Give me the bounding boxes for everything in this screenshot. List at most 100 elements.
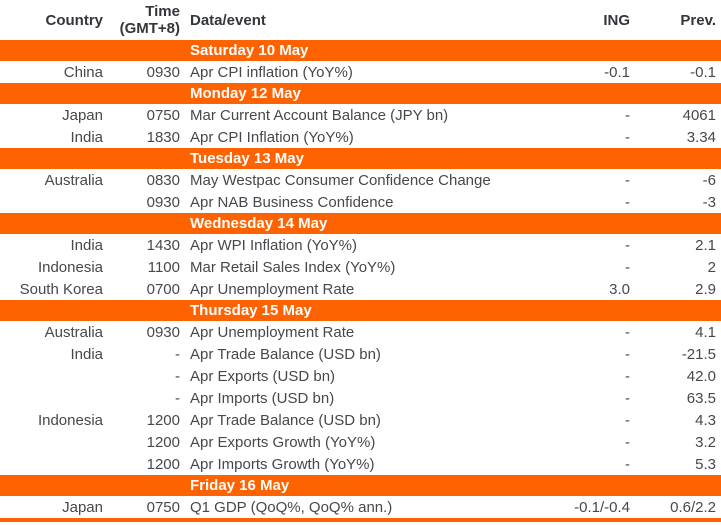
country-cell: Indonesia [37,411,103,429]
previous-value-cell: 4.1 [695,323,716,341]
time-cell: - [175,345,180,363]
day-band-label: Saturday 10 May [190,42,309,59]
country-cell: India [70,236,103,254]
previous-value-cell: -0.1 [690,63,716,81]
table-bottom-border [0,518,721,522]
ing-forecast-cell: - [625,128,630,146]
previous-value-cell: 2 [707,258,716,276]
ing-forecast-cell: - [625,171,630,189]
day-separator-band: Wednesday 14 May [0,213,721,234]
time-cell: 1200 [146,411,180,429]
event-cell: Apr Imports Growth (YoY%) [190,455,375,473]
previous-value-cell: 3.34 [686,128,716,146]
event-cell: Mar Retail Sales Index (YoY%) [190,258,396,276]
time-cell: 1200 [146,433,180,451]
previous-value-cell: 0.6/2.2 [670,498,716,516]
event-cell: Apr Unemployment Rate [190,323,355,341]
previous-value-cell: -21.5 [681,345,716,363]
time-cell: 0830 [146,171,180,189]
ing-forecast-cell: - [625,433,630,451]
ing-forecast-cell: - [625,236,630,254]
table-row: 0930 Apr NAB Business Confidence - -3 [0,191,721,213]
table-row: India - Apr Trade Balance (USD bn) - -21.5 [0,343,721,365]
previous-value-cell: 2.1 [695,236,716,254]
previous-value-cell: 63.5 [686,389,716,407]
country-cell: Indonesia [37,258,103,276]
event-cell: Mar Current Account Balance (JPY bn) [190,106,449,124]
country-cell: Australia [44,323,103,341]
time-cell: 1430 [146,236,180,254]
ing-forecast-cell: - [625,193,630,211]
ing-forecast-cell: - [625,323,630,341]
ing-forecast-cell: - [625,411,630,429]
day-band-label: Friday 16 May [190,477,290,494]
event-cell: Apr Imports (USD bn) [190,389,335,407]
ing-forecast-cell: - [625,345,630,363]
column-header-country: Country [45,11,104,29]
table-row: China 0930 Apr CPI inflation (YoY%) -0.1 -0.… [0,61,721,83]
day-separator-band: Monday 12 May [0,83,721,104]
table-row: Japan 0750 Mar Current Account Balance (JP… [0,104,721,126]
column-header-time: Time (GMT+8) [103,3,180,38]
event-cell: Q1 GDP (QoQ%, QoQ% ann.) [190,498,393,516]
column-header-ing: ING [603,11,630,29]
table-header-row: Country Time (GMT+8) Data/event ING Prev… [0,0,721,40]
table-row: 1200 Apr Imports Growth (YoY%) - 5.3 [0,453,721,475]
time-cell: 0930 [146,323,180,341]
event-cell: Apr Trade Balance (USD bn) [190,345,381,363]
time-cell: 1200 [146,455,180,473]
country-cell: Japan [62,498,103,516]
ing-forecast-cell: -0.1/-0.4 [574,498,630,516]
day-band-label: Tuesday 13 May [190,150,304,167]
ing-forecast-cell: -0.1 [604,63,630,81]
column-header-prev: Prev. [680,11,716,29]
table-row: Australia 0930 Apr Unemployment Rate - 4.1 [0,321,721,343]
time-cell: 1100 [147,258,180,276]
country-cell: China [63,63,103,81]
time-cell: 0930 [146,193,180,211]
table-row: Indonesia 1200 Apr Trade Balance (USD bn) -… [0,409,721,431]
event-cell: Apr CPI inflation (YoY%) [190,63,353,81]
day-band-label: Wednesday 14 May [190,215,328,232]
event-cell: Apr WPI Inflation (YoY%) [190,236,358,254]
country-cell: Australia [44,171,103,189]
column-header-data-event: Data/event [190,11,266,29]
previous-value-cell: 42.0 [686,367,716,385]
ing-forecast-cell: 3.0 [609,280,630,298]
ing-forecast-cell: - [625,367,630,385]
previous-value-cell: 4061 [682,106,716,124]
time-cell: 0930 [146,63,180,81]
time-cell: - [175,389,180,407]
day-band-label: Monday 12 May [190,85,301,102]
day-separator-band: Saturday 10 May [0,40,721,61]
country-cell: India [70,345,103,363]
table-row: India 1830 Apr CPI Inflation (YoY%) - 3.34 [0,126,721,148]
column-header-time-line2: (GMT+8) [119,20,180,37]
time-cell: 0700 [146,280,180,298]
table-row: Australia 0830 May Westpac Consumer Confid… [0,169,721,191]
table-row: Indonesia 1100 Mar Retail Sales Index (YoY… [0,256,721,278]
event-cell: May Westpac Consumer Confidence Change [190,171,491,189]
previous-value-cell: 3.2 [695,433,716,451]
day-separator-band: Thursday 15 May [0,300,721,321]
event-cell: Apr NAB Business Confidence [190,193,394,211]
table-row: - Apr Exports (USD bn) -42.0 [0,365,721,387]
table-body: Saturday 10 May China 0930 Apr CPI inflatio… [0,40,721,518]
table-row: South Korea 0700 Apr Unemployment Rate 3.0 2… [0,278,721,300]
event-cell: Apr Exports Growth (YoY%) [190,433,376,451]
previous-value-cell: -6 [702,171,716,189]
ing-forecast-cell: - [625,106,630,124]
table-row: India 1430 Apr WPI Inflation (YoY%) - 2.1 [0,234,721,256]
day-separator-band: Friday 16 May [0,475,721,496]
table-row: 1200 Apr Exports Growth (YoY%) - 3.2 [0,431,721,453]
ing-forecast-cell: - [625,389,630,407]
table-row: - Apr Imports (USD bn) -63.5 [0,387,721,409]
event-cell: Apr Trade Balance (USD bn) [190,411,381,429]
column-header-time-line1: Time [145,2,180,20]
ing-forecast-cell: - [625,455,630,473]
country-cell: South Korea [19,280,103,298]
country-cell: Japan [62,106,103,124]
previous-value-cell: 4.3 [695,411,716,429]
previous-value-cell: 5.3 [695,455,716,473]
